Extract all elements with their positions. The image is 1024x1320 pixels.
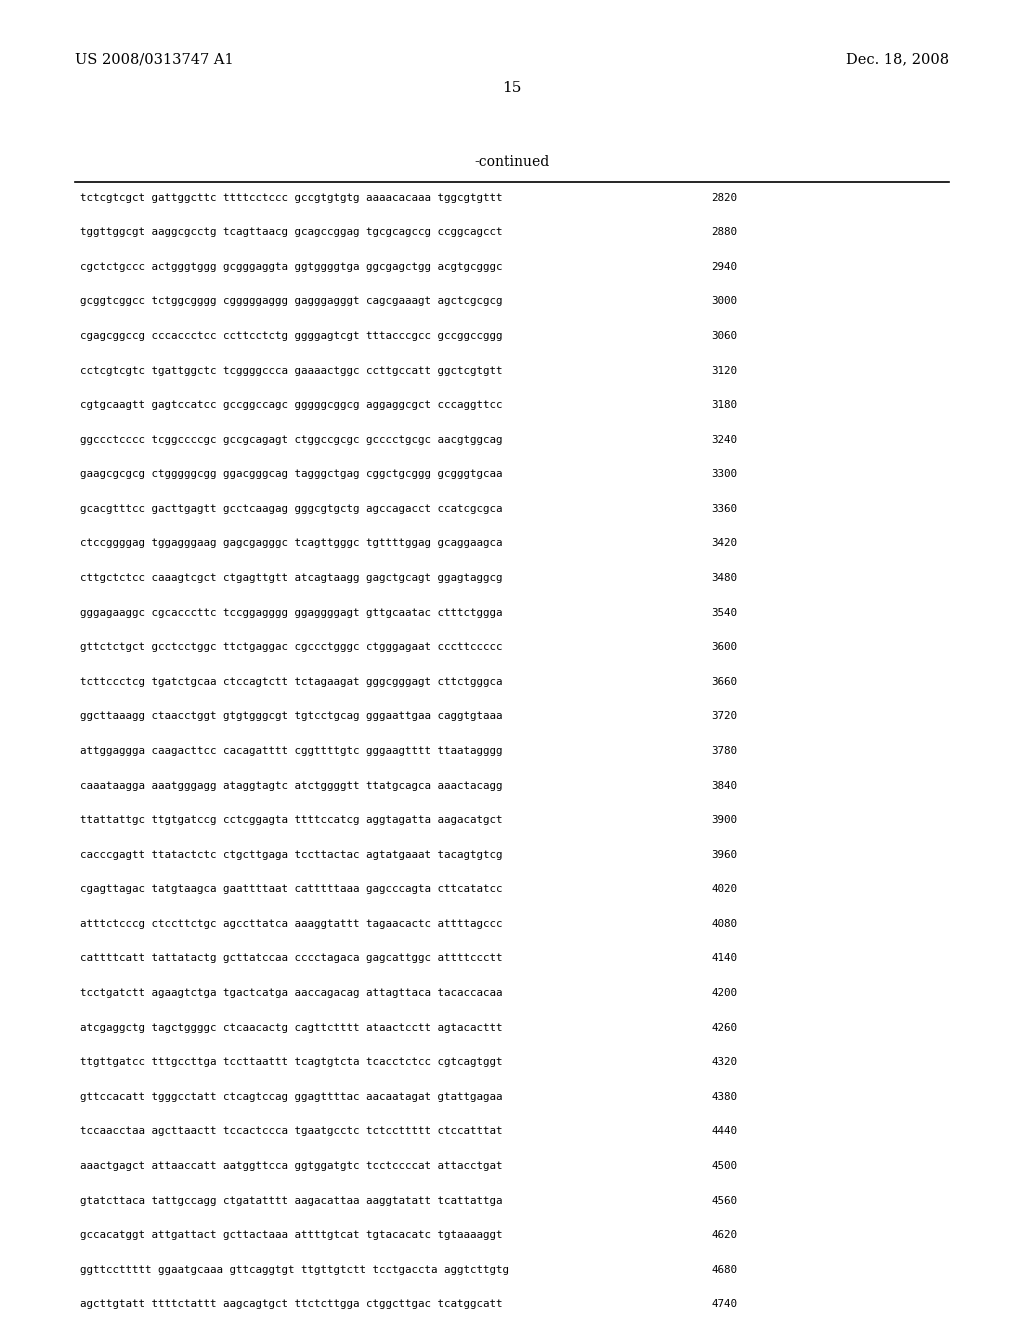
- Text: 3540: 3540: [712, 607, 737, 618]
- Text: atcgaggctg tagctggggc ctcaacactg cagttctttt ataactcctt agtacacttt: atcgaggctg tagctggggc ctcaacactg cagttct…: [80, 1023, 503, 1032]
- Text: gcacgtttcc gacttgagtt gcctcaagag gggcgtgctg agccagacct ccatcgcgca: gcacgtttcc gacttgagtt gcctcaagag gggcgtg…: [80, 504, 503, 513]
- Text: 3000: 3000: [712, 297, 737, 306]
- Text: tcctgatctt agaagtctga tgactcatga aaccagacag attagttaca tacaccacaa: tcctgatctt agaagtctga tgactcatga aaccaga…: [80, 989, 503, 998]
- Text: 15: 15: [503, 82, 521, 95]
- Text: cgtgcaagtt gagtccatcc gccggccagc gggggcggcg aggaggcgct cccaggttcc: cgtgcaagtt gagtccatcc gccggccagc gggggcg…: [80, 400, 503, 411]
- Text: tggttggcgt aaggcgcctg tcagttaacg gcagccggag tgcgcagccg ccggcagcct: tggttggcgt aaggcgcctg tcagttaacg gcagccg…: [80, 227, 503, 238]
- Text: cgctctgccc actgggtggg gcgggaggta ggtggggtga ggcgagctgg acgtgcgggc: cgctctgccc actgggtggg gcgggaggta ggtgggg…: [80, 261, 503, 272]
- Text: gcggtcggcc tctggcgggg cgggggaggg gagggagggt cagcgaaagt agctcgcgcg: gcggtcggcc tctggcgggg cgggggaggg gagggag…: [80, 297, 503, 306]
- Text: cctcgtcgtc tgattggctc tcggggccca gaaaactggc ccttgccatt ggctcgtgtt: cctcgtcgtc tgattggctc tcggggccca gaaaact…: [80, 366, 503, 376]
- Text: gccacatggt attgattact gcttactaaa attttgtcat tgtacacatc tgtaaaaggt: gccacatggt attgattact gcttactaaa attttgt…: [80, 1230, 503, 1241]
- Text: 3840: 3840: [712, 780, 737, 791]
- Text: ggcttaaagg ctaacctggt gtgtgggcgt tgtcctgcag gggaattgaa caggtgtaaa: ggcttaaagg ctaacctggt gtgtgggcgt tgtcctg…: [80, 711, 503, 722]
- Text: ggccctcccc tcggccccgc gccgcagagt ctggccgcgc gcccctgcgc aacgtggcag: ggccctcccc tcggccccgc gccgcagagt ctggccg…: [80, 434, 503, 445]
- Text: 4080: 4080: [712, 919, 737, 929]
- Text: US 2008/0313747 A1: US 2008/0313747 A1: [75, 53, 233, 66]
- Text: tccaacctaa agcttaactt tccactccca tgaatgcctc tctccttttt ctccatttat: tccaacctaa agcttaactt tccactccca tgaatgc…: [80, 1126, 503, 1137]
- Text: tcttccctcg tgatctgcaa ctccagtctt tctagaagat gggcgggagt cttctgggca: tcttccctcg tgatctgcaa ctccagtctt tctagaa…: [80, 677, 503, 686]
- Text: 3480: 3480: [712, 573, 737, 583]
- Text: cgagttagac tatgtaagca gaattttaat catttttaaa gagcccagta cttcatatcc: cgagttagac tatgtaagca gaattttaat cattttt…: [80, 884, 503, 895]
- Text: atttctcccg ctccttctgc agccttatca aaaggtattt tagaacactc attttagccc: atttctcccg ctccttctgc agccttatca aaaggta…: [80, 919, 503, 929]
- Text: cacccgagtt ttatactctc ctgcttgaga tccttactac agtatgaaat tacagtgtcg: cacccgagtt ttatactctc ctgcttgaga tccttac…: [80, 850, 503, 859]
- Text: 3720: 3720: [712, 711, 737, 722]
- Text: 3420: 3420: [712, 539, 737, 549]
- Text: 4440: 4440: [712, 1126, 737, 1137]
- Text: tctcgtcgct gattggcttc ttttcctccc gccgtgtgtg aaaacacaaa tggcgtgttt: tctcgtcgct gattggcttc ttttcctccc gccgtgt…: [80, 193, 503, 203]
- Text: ctccggggag tggagggaag gagcgagggc tcagttgggc tgttttggag gcaggaagca: ctccggggag tggagggaag gagcgagggc tcagttg…: [80, 539, 503, 549]
- Text: cgagcggccg cccaccctcc ccttcctctg ggggagtcgt tttacccgcc gccggccggg: cgagcggccg cccaccctcc ccttcctctg ggggagt…: [80, 331, 503, 341]
- Text: 3360: 3360: [712, 504, 737, 513]
- Text: 3300: 3300: [712, 470, 737, 479]
- Text: 4680: 4680: [712, 1265, 737, 1275]
- Text: caaataagga aaatgggagg ataggtagtc atctggggtt ttatgcagca aaactacagg: caaataagga aaatgggagg ataggtagtc atctggg…: [80, 780, 503, 791]
- Text: 3180: 3180: [712, 400, 737, 411]
- Text: 4620: 4620: [712, 1230, 737, 1241]
- Text: 2880: 2880: [712, 227, 737, 238]
- Text: 3600: 3600: [712, 643, 737, 652]
- Text: gggagaaggc cgcacccttc tccggagggg ggaggggagt gttgcaatac ctttctggga: gggagaaggc cgcacccttc tccggagggg ggagggg…: [80, 607, 503, 618]
- Text: 4200: 4200: [712, 989, 737, 998]
- Text: agcttgtatt ttttctattt aagcagtgct ttctcttgga ctggcttgac tcatggcatt: agcttgtatt ttttctattt aagcagtgct ttctctt…: [80, 1299, 503, 1309]
- Text: 4380: 4380: [712, 1092, 737, 1102]
- Text: attggaggga caagacttcc cacagatttt cggttttgtc gggaagtttt ttaatagggg: attggaggga caagacttcc cacagatttt cggtttt…: [80, 746, 503, 756]
- Text: -continued: -continued: [474, 156, 550, 169]
- Text: 4560: 4560: [712, 1196, 737, 1205]
- Text: 3960: 3960: [712, 850, 737, 859]
- Text: 2940: 2940: [712, 261, 737, 272]
- Text: 4740: 4740: [712, 1299, 737, 1309]
- Text: 3780: 3780: [712, 746, 737, 756]
- Text: 4500: 4500: [712, 1162, 737, 1171]
- Text: ggttccttttt ggaatgcaaa gttcaggtgt ttgttgtctt tcctgaccta aggtcttgtg: ggttccttttt ggaatgcaaa gttcaggtgt ttgttg…: [80, 1265, 509, 1275]
- Text: cttgctctcc caaagtcgct ctgagttgtt atcagtaagg gagctgcagt ggagtaggcg: cttgctctcc caaagtcgct ctgagttgtt atcagta…: [80, 573, 503, 583]
- Text: aaactgagct attaaccatt aatggttcca ggtggatgtc tcctccccat attacctgat: aaactgagct attaaccatt aatggttcca ggtggat…: [80, 1162, 503, 1171]
- Text: 4140: 4140: [712, 953, 737, 964]
- Text: ttattattgc ttgtgatccg cctcggagta ttttccatcg aggtagatta aagacatgct: ttattattgc ttgtgatccg cctcggagta ttttcca…: [80, 816, 503, 825]
- Text: gtatcttaca tattgccagg ctgatatttt aagacattaa aaggtatatt tcattattga: gtatcttaca tattgccagg ctgatatttt aagacat…: [80, 1196, 503, 1205]
- Text: gttctctgct gcctcctggc ttctgaggac cgccctgggc ctgggagaat cccttccccc: gttctctgct gcctcctggc ttctgaggac cgccctg…: [80, 643, 503, 652]
- Text: gaagcgcgcg ctgggggcgg ggacgggcag tagggctgag cggctgcggg gcgggtgcaa: gaagcgcgcg ctgggggcgg ggacgggcag tagggct…: [80, 470, 503, 479]
- Text: 3240: 3240: [712, 434, 737, 445]
- Text: 3900: 3900: [712, 816, 737, 825]
- Text: 4260: 4260: [712, 1023, 737, 1032]
- Text: 2820: 2820: [712, 193, 737, 203]
- Text: 3120: 3120: [712, 366, 737, 376]
- Text: gttccacatt tgggcctatt ctcagtccag ggagttttac aacaatagat gtattgagaa: gttccacatt tgggcctatt ctcagtccag ggagttt…: [80, 1092, 503, 1102]
- Text: 3060: 3060: [712, 331, 737, 341]
- Text: 3660: 3660: [712, 677, 737, 686]
- Text: 4020: 4020: [712, 884, 737, 895]
- Text: ttgttgatcc tttgccttga tccttaattt tcagtgtcta tcacctctcc cgtcagtggt: ttgttgatcc tttgccttga tccttaattt tcagtgt…: [80, 1057, 503, 1068]
- Text: Dec. 18, 2008: Dec. 18, 2008: [846, 53, 949, 66]
- Text: 4320: 4320: [712, 1057, 737, 1068]
- Text: cattttcatt tattatactg gcttatccaa cccctagaca gagcattggc attttccctt: cattttcatt tattatactg gcttatccaa cccctag…: [80, 953, 503, 964]
